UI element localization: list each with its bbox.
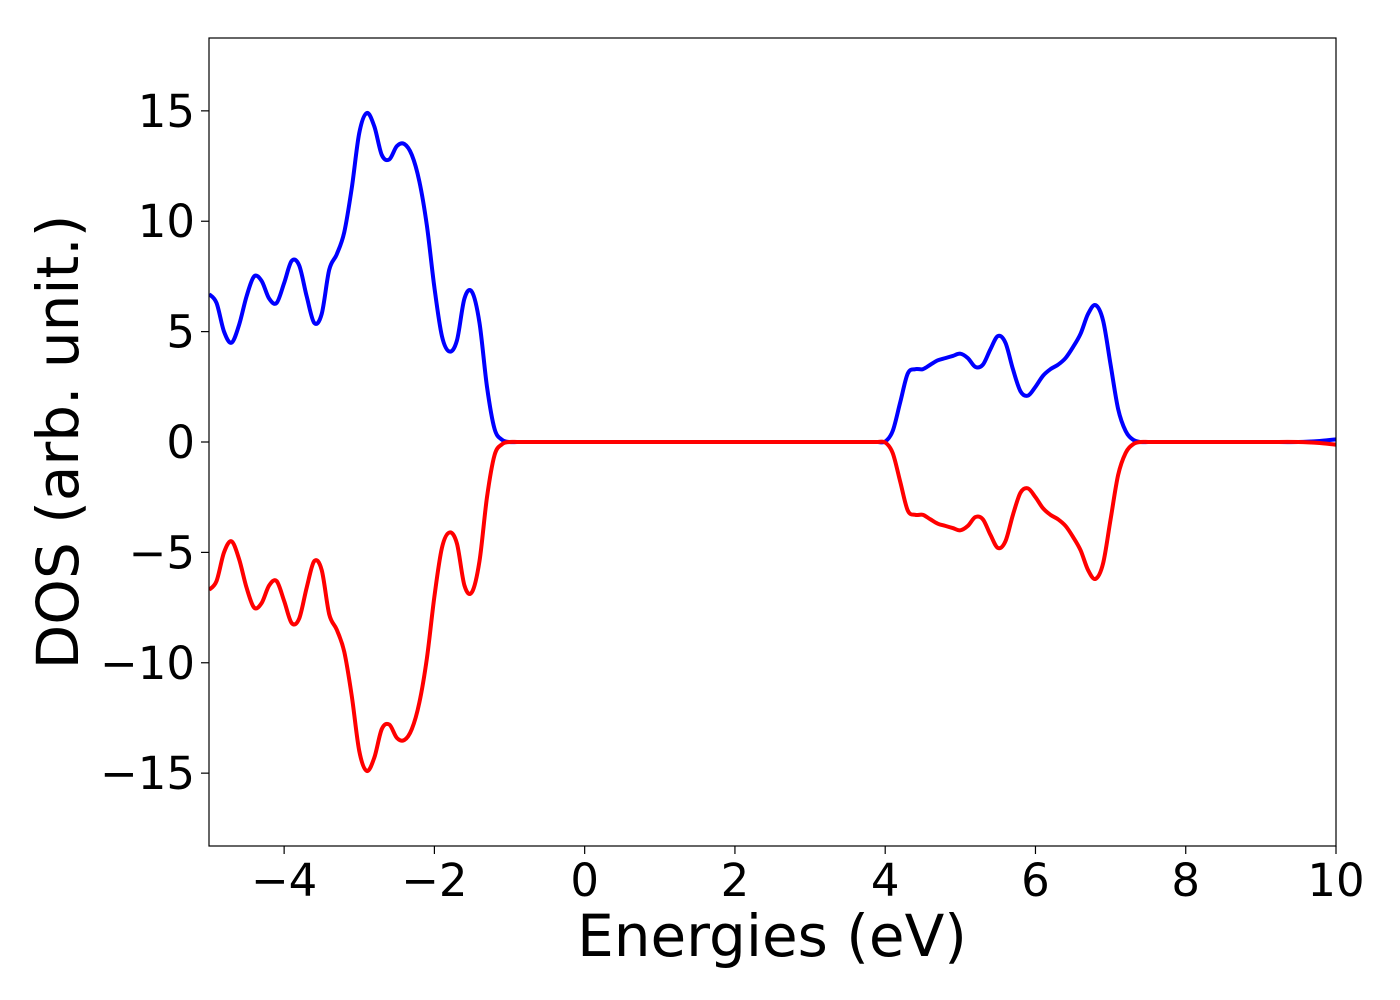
y-tick-label: −10 bbox=[100, 637, 195, 690]
x-tick-label: 6 bbox=[1021, 854, 1050, 907]
x-tick-label: −2 bbox=[401, 854, 467, 907]
x-tick-label: 8 bbox=[1171, 854, 1200, 907]
x-axis: −4 −2 0 2 4 6 8 10 bbox=[251, 846, 1365, 907]
series-line-1 bbox=[209, 439, 1336, 773]
series-line-0 bbox=[209, 111, 1336, 445]
y-tick-label: −5 bbox=[129, 526, 195, 579]
x-axis-label: Energies (eV) bbox=[577, 902, 967, 970]
y-tick-label: 0 bbox=[166, 416, 195, 469]
y-tick-label: 5 bbox=[166, 306, 195, 359]
x-tick-label: 2 bbox=[721, 854, 750, 907]
x-tick-label: 0 bbox=[570, 854, 599, 907]
x-tick-label: 10 bbox=[1307, 854, 1364, 907]
y-tick-label: 10 bbox=[138, 195, 195, 248]
x-tick-label: 4 bbox=[871, 854, 900, 907]
y-axis: 15 10 5 0 −5 −10 −15 bbox=[100, 85, 209, 800]
y-tick-label: −15 bbox=[100, 747, 195, 800]
y-axis-label: DOS (arb. unit.) bbox=[24, 215, 92, 670]
x-tick-label: −4 bbox=[251, 854, 317, 907]
y-tick-label: 15 bbox=[138, 85, 195, 138]
series-layer bbox=[209, 111, 1336, 773]
